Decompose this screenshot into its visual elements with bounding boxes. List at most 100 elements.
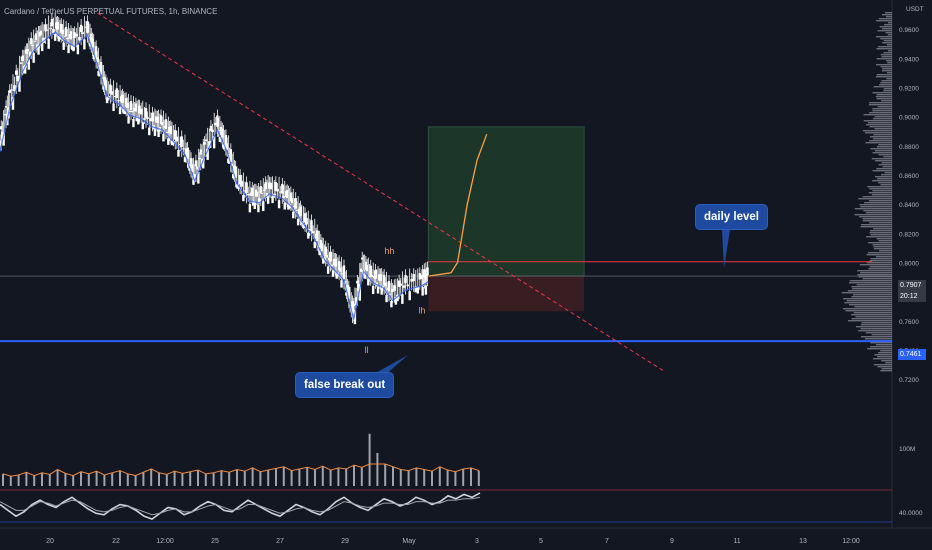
candle-body — [285, 190, 289, 198]
volume-profile-bar — [872, 108, 892, 110]
candle-body — [310, 220, 313, 232]
candle-body — [164, 119, 168, 130]
volume-bar — [298, 468, 301, 486]
volume-profile-bar — [872, 170, 892, 172]
volume-bar — [197, 470, 199, 486]
volume-profile-bar — [875, 96, 892, 98]
volume-profile-bar — [862, 218, 892, 220]
candle-body — [47, 38, 50, 49]
volume-profile-bar — [857, 270, 892, 272]
candle-body — [92, 55, 95, 60]
volume-profile-bar — [872, 118, 892, 120]
volume-profile-bar — [878, 144, 892, 146]
candle-body — [328, 257, 331, 261]
stop-zone — [428, 276, 585, 312]
x-tick-label: 25 — [211, 538, 219, 545]
volume-profile-bar — [866, 254, 892, 256]
volume-profile-bar — [876, 98, 892, 100]
candle-body — [197, 171, 200, 184]
volume-profile-bar — [869, 188, 892, 190]
candle-body — [296, 218, 300, 226]
volume-profile-bar — [885, 32, 892, 34]
volume-profile-bar — [860, 206, 892, 208]
candle-body — [386, 287, 389, 290]
candle-body — [347, 286, 351, 299]
volume-profile-bar — [881, 368, 892, 370]
candle-body — [128, 110, 131, 112]
candle-body — [217, 129, 220, 131]
projection-path — [428, 133, 488, 277]
volume-profile-bar — [877, 178, 892, 180]
volume-profile-bar — [872, 358, 892, 360]
volume-profile-bar — [859, 272, 892, 274]
volume-profile-bar — [869, 232, 892, 234]
candle-body — [374, 269, 377, 279]
target-zone — [427, 126, 585, 277]
volume-bar — [446, 470, 449, 486]
volume-bar — [368, 433, 371, 486]
candle-body — [391, 288, 394, 293]
volume-bar — [25, 472, 28, 486]
candle-body — [168, 126, 171, 133]
candle-body — [26, 49, 29, 52]
candle-body — [255, 191, 259, 197]
volume-profile-bar — [868, 242, 892, 244]
countdown-tag: 20:12 — [898, 291, 926, 302]
candle-body — [141, 122, 144, 130]
candle-body — [18, 78, 21, 92]
candle-body — [293, 205, 296, 207]
candle-body — [8, 90, 11, 93]
y-tick-label: 0.8600 — [899, 173, 919, 180]
candle-body — [135, 116, 139, 122]
candle-body — [262, 201, 265, 212]
volume-profile-bar — [870, 342, 892, 344]
candle-body — [320, 243, 324, 252]
candle-body — [376, 286, 380, 294]
volume-bar — [243, 471, 246, 486]
y-tick-label: 0.9000 — [899, 115, 919, 122]
candle-body — [96, 57, 99, 63]
volume-profile-bar — [885, 362, 892, 364]
candle-body — [71, 44, 74, 50]
candle-body — [243, 190, 247, 192]
candle-body — [32, 52, 35, 63]
volume-profile-bar — [873, 228, 892, 230]
candle-body — [2, 132, 5, 146]
candle-body — [300, 221, 303, 225]
volume-bar — [399, 469, 402, 486]
candle-body — [38, 31, 41, 37]
candle-body — [133, 107, 136, 112]
volume-profile-bar — [866, 262, 892, 264]
candle-body — [387, 281, 391, 292]
volume-profile-bar — [846, 300, 892, 302]
volume-bar — [462, 468, 465, 486]
volume-profile-bar — [875, 176, 892, 178]
volume-profile-bar — [854, 214, 892, 216]
candle-body — [311, 231, 315, 234]
volume-profile-bar — [876, 48, 892, 50]
candle-body — [84, 26, 88, 28]
volume-bar — [236, 469, 238, 486]
candle-body — [356, 280, 359, 284]
candle-body — [129, 100, 133, 111]
candle-body — [401, 294, 404, 304]
candle-body — [330, 264, 334, 267]
volume-profile-bar — [867, 252, 892, 254]
volume-profile-bar — [881, 56, 892, 58]
candle-body — [322, 258, 325, 264]
volume-profile-bar — [882, 14, 892, 16]
candle-body — [257, 204, 260, 213]
candle-body — [259, 186, 263, 194]
candle-body — [335, 273, 338, 279]
candle-body — [333, 258, 336, 266]
volume-profile-bar — [881, 80, 892, 82]
volume-profile-bar — [860, 336, 892, 338]
candle-body — [233, 165, 236, 174]
volume-bar — [150, 468, 153, 486]
candle-body — [358, 286, 361, 301]
y-tick-label: 0.9400 — [899, 56, 919, 63]
symbol-title: Cardano / TetherUS PERPETUAL FUTURES, 1h… — [4, 7, 218, 16]
candle-body — [351, 301, 354, 314]
